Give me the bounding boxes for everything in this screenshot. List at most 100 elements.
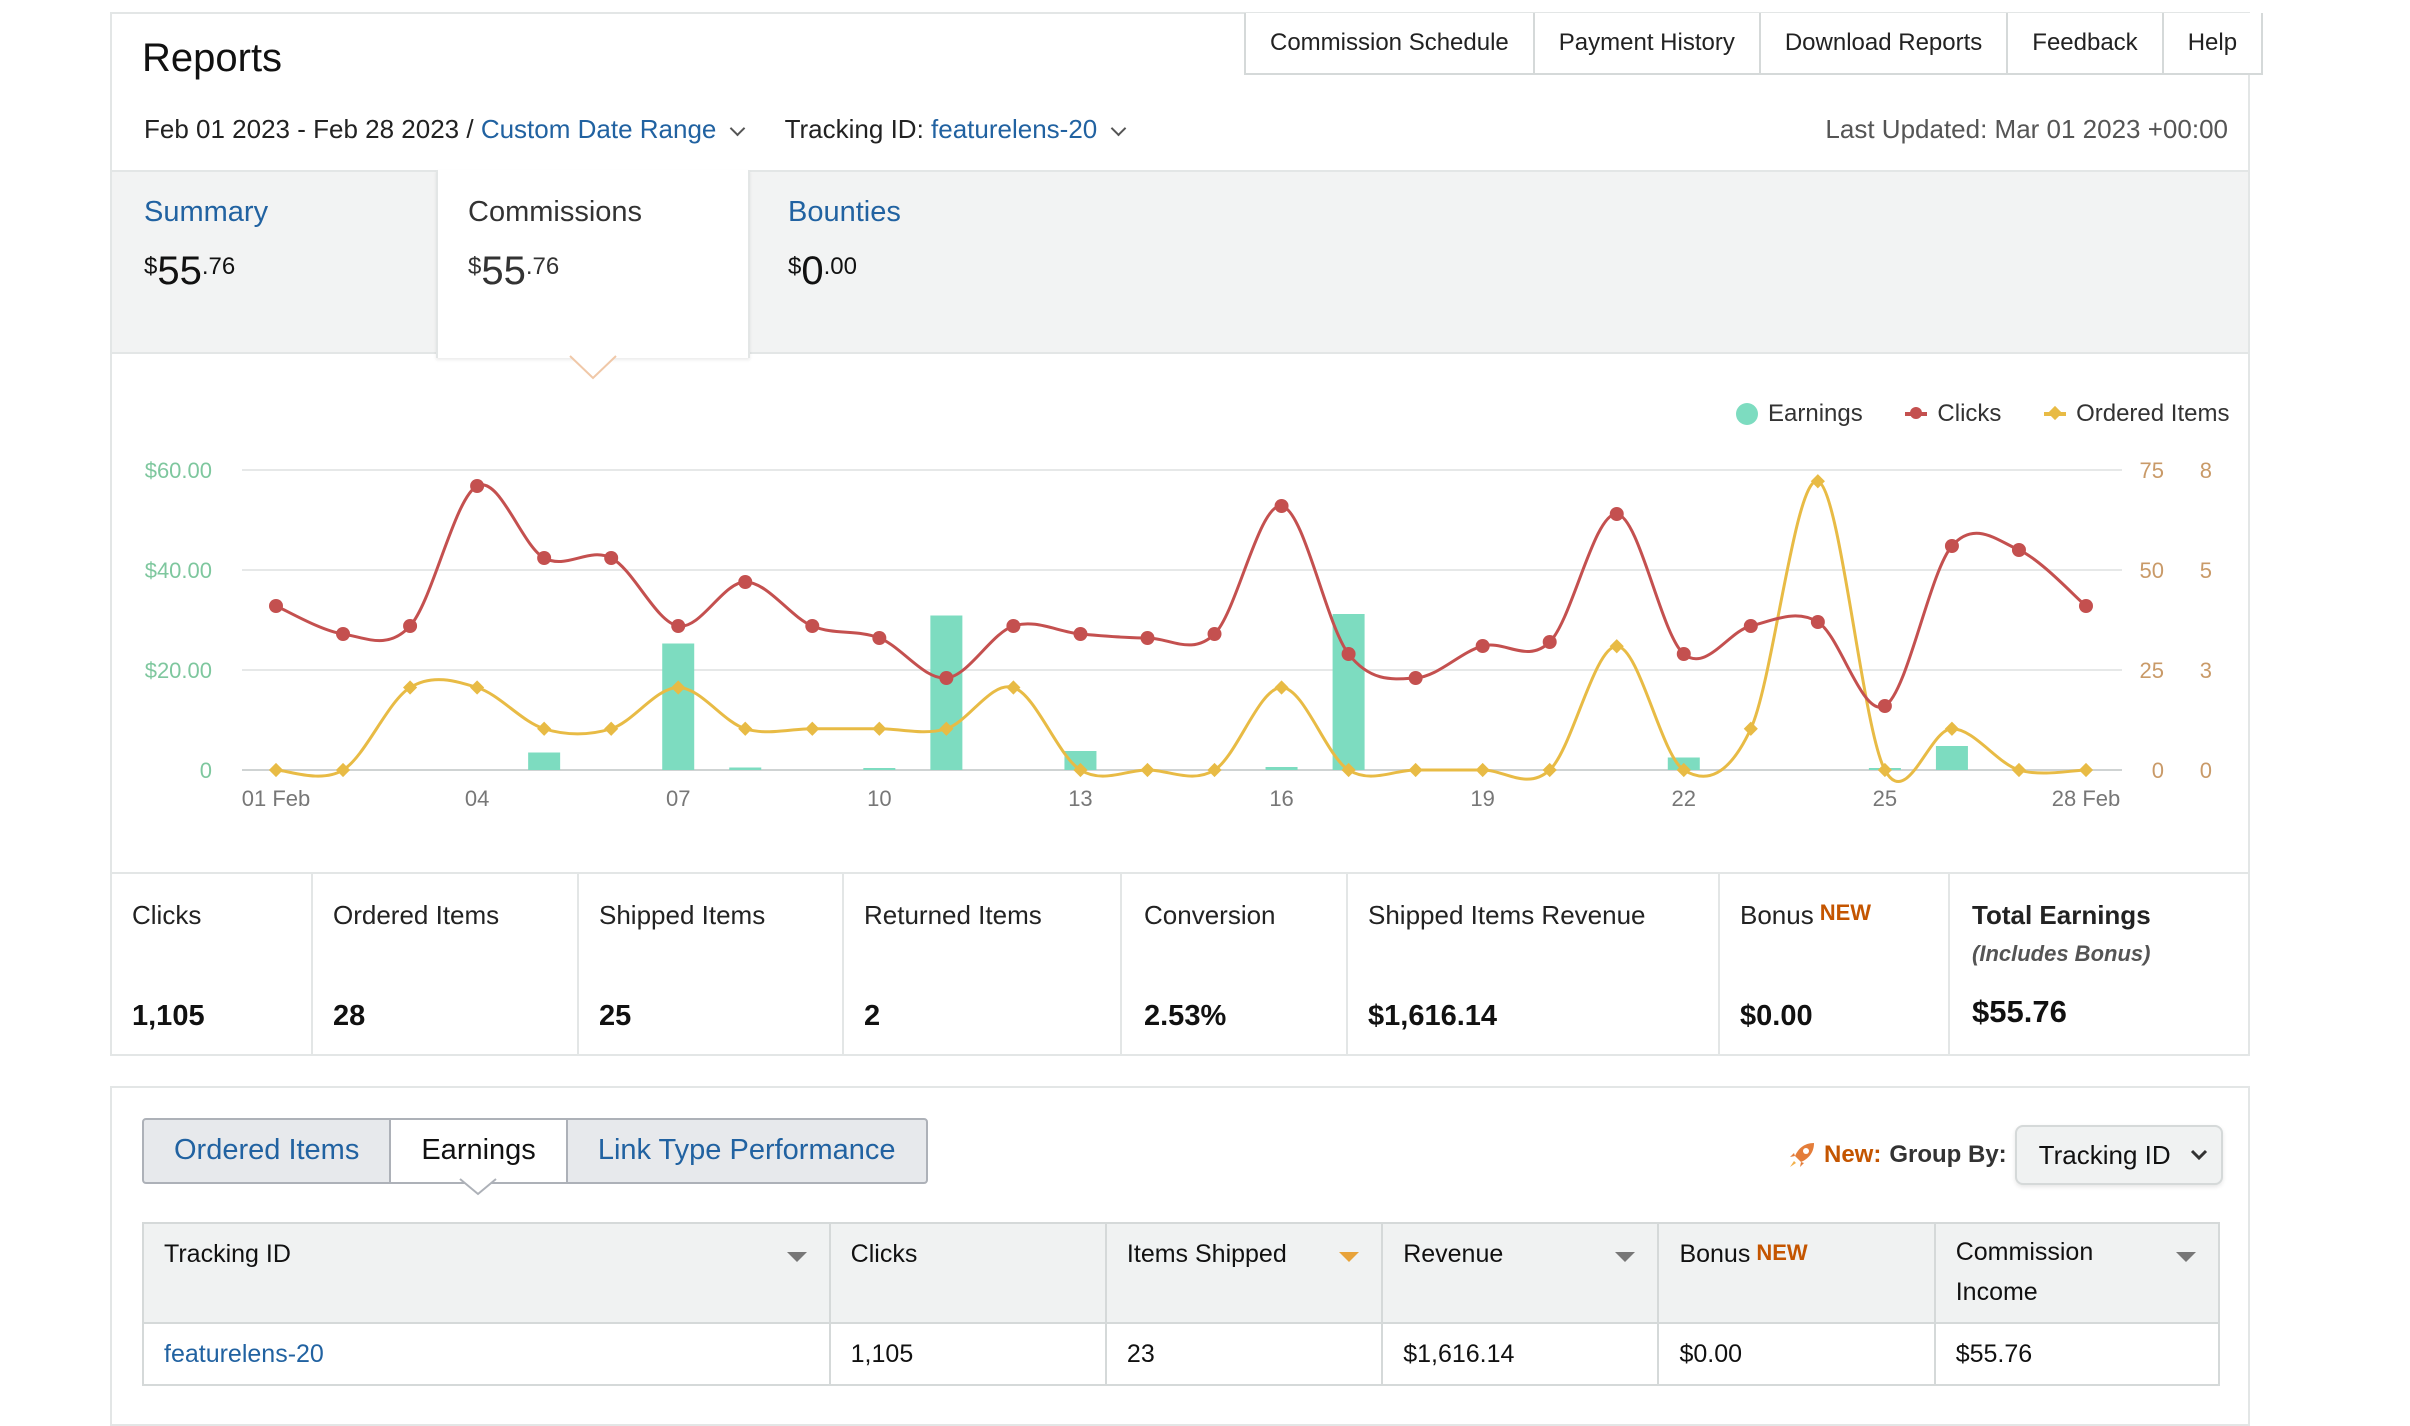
clicks-point (1542, 635, 1557, 649)
legend-ordered-items[interactable]: Ordered Items (2044, 400, 2229, 427)
table-header-row: Tracking ID Clicks Items Shipped Revenue… (143, 1223, 2219, 1324)
earnings-bar (662, 643, 695, 770)
right-axis-items-tick-label: 8 (2200, 458, 2212, 483)
group-by-new-label: New: (1824, 1141, 1882, 1168)
clicks-point (671, 619, 686, 633)
tracking-id-dropdown[interactable]: featurelens-20 (931, 114, 1127, 144)
ordered-items-point (335, 762, 351, 778)
chevron-down-icon (2190, 1149, 2207, 1161)
column-header-commission-income[interactable]: Commission Income (1934, 1223, 2219, 1324)
clicks-point (805, 619, 820, 633)
ordered-items-point (805, 721, 820, 736)
summary-tabs: Summary $55.76 Commissions $55.76 Bounti… (112, 170, 2248, 358)
clicks-point (1073, 627, 1088, 641)
metric-label: Clicks (132, 900, 202, 930)
earnings-bar (1265, 767, 1298, 770)
clicks-point (604, 551, 619, 565)
amount-dollars: 55 (481, 249, 526, 293)
new-badge: NEW (1756, 1240, 1808, 1265)
earnings-table: Tracking ID Clicks Items Shipped Revenue… (142, 1222, 2220, 1386)
ordered-items-point (268, 762, 284, 778)
earnings-bar (1332, 614, 1365, 770)
legend-earnings-dot-icon (1736, 403, 1758, 425)
ordered-items-point (1475, 762, 1490, 778)
group-by-control: New: Group By: Tracking ID (1786, 1122, 2223, 1188)
earnings-bar (729, 767, 762, 770)
tab-link-type-performance[interactable]: Link Type Performance (597, 1134, 896, 1166)
tracking-id-value: featurelens-20 (931, 114, 1098, 144)
column-header-items-shipped[interactable]: Items Shipped (1105, 1223, 1384, 1324)
amount-cents: .00 (823, 253, 857, 280)
clicks-point (269, 599, 283, 613)
tab-summary-label: Summary (144, 196, 269, 228)
ordered-items-point (604, 721, 619, 736)
metric-value: 2 (864, 1000, 881, 1032)
metric-value: 28 (333, 1000, 366, 1032)
legend-clicks[interactable]: Clicks (1905, 400, 2001, 427)
new-badge: NEW (1819, 900, 1872, 925)
sort-caret-icon (2176, 1252, 2196, 1262)
cell-items-shipped: 23 (1105, 1323, 1384, 1385)
column-label: Bonus (1679, 1240, 1751, 1268)
ordered-items-point (403, 680, 418, 695)
ordered-items-point (671, 680, 686, 695)
clicks-point (470, 479, 485, 493)
clicks-point (1810, 615, 1825, 629)
metric-shipped-items: Shipped Items 25 (579, 874, 844, 1056)
amount-cents: .76 (201, 253, 236, 280)
metric-label: Returned Items (864, 900, 1042, 930)
clicks-point (336, 627, 351, 641)
right-axis-items-tick-label: 5 (2200, 558, 2212, 583)
metric-total-earnings: Total Earnings (Includes Bonus) $55.76 (1950, 874, 2248, 1056)
clicks-line (275, 483, 2087, 709)
x-axis-tick-label: 28 Feb (2052, 786, 2121, 811)
ordered-items-point (1944, 721, 1959, 736)
right-axis-items-tick-label: 0 (2200, 758, 2212, 783)
right-axis-clicks-tick-label: 0 (2152, 758, 2164, 783)
metric-value: 2.53% (1144, 1000, 1227, 1032)
x-axis-tick-label: 22 (1672, 786, 1696, 811)
tab-commissions[interactable]: Commissions $55.76 (436, 170, 750, 358)
column-header-tracking-id[interactable]: Tracking ID (143, 1223, 831, 1324)
earnings-bar (1935, 746, 1968, 770)
column-label: Items Shipped (1126, 1240, 1287, 1268)
ordered-items-point (1274, 680, 1289, 695)
custom-date-range-dropdown[interactable]: Custom Date Range (481, 114, 746, 144)
ordered-items-point (738, 721, 753, 736)
legend-earnings-label: Earnings (1768, 400, 1863, 427)
clicks-point (1207, 627, 1222, 641)
ordered-items-point (1676, 762, 1691, 778)
payment-history-link[interactable]: Payment History (1535, 13, 1761, 73)
tab-bounties[interactable]: Bounties $0.00 (788, 196, 901, 376)
legend-clicks-marker-icon (1905, 407, 1928, 419)
right-axis-clicks-tick-label: 25 (2140, 658, 2164, 683)
metric-label: Bonus (1740, 900, 1814, 930)
column-header-clicks[interactable]: Clicks (829, 1223, 1107, 1324)
active-report-tab-pointer-icon (459, 1178, 497, 1196)
tab-summary[interactable]: Summary $55.76 (144, 196, 268, 376)
cell-tracking-id-link[interactable]: featurelens-20 (143, 1323, 831, 1385)
currency-symbol: $ (468, 253, 482, 280)
column-header-bonus[interactable]: Bonus NEW (1658, 1223, 1936, 1324)
x-axis-tick-label: 04 (465, 786, 489, 811)
commissions-amount: $55.76 (468, 249, 748, 294)
column-header-revenue[interactable]: Revenue (1382, 1223, 1660, 1324)
group-by-select[interactable]: Tracking ID (2014, 1125, 2223, 1185)
feedback-link[interactable]: Feedback (2008, 13, 2164, 73)
commission-schedule-link[interactable]: Commission Schedule (1246, 13, 1535, 73)
download-reports-link[interactable]: Download Reports (1761, 13, 2009, 73)
top-links: Commission Schedule Payment History Down… (1244, 13, 2264, 75)
ordered-items-point (537, 721, 552, 736)
clicks-point (1676, 647, 1691, 661)
help-link[interactable]: Help (2187, 29, 2238, 56)
tab-ordered-items[interactable]: Ordered Items (144, 1120, 392, 1182)
tab-earnings[interactable]: Earnings (391, 1120, 568, 1182)
ordered-items-point (1207, 762, 1222, 778)
sort-caret-icon (1615, 1252, 1636, 1262)
ordered-items-point (1006, 680, 1021, 695)
ordered-items-point (1408, 762, 1423, 778)
clicks-point (1408, 671, 1423, 685)
earnings-bar (528, 752, 561, 770)
legend-earnings[interactable]: Earnings (1736, 400, 1863, 427)
ordered-items-point (1140, 762, 1155, 778)
